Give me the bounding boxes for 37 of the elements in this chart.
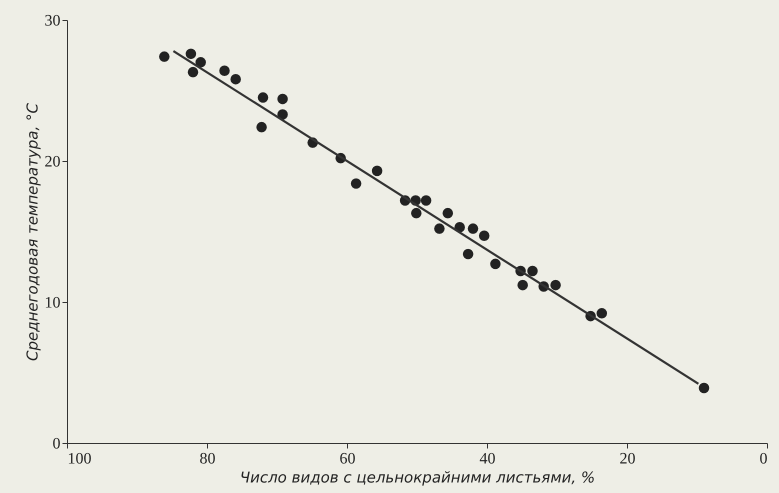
point	[442, 208, 454, 218]
point	[159, 51, 170, 62]
y-tick-label: 10	[44, 294, 60, 312]
y-tick-label: 0	[52, 436, 60, 452]
point	[372, 166, 382, 176]
x-tick-label: 80	[200, 450, 216, 468]
point	[277, 109, 288, 120]
point	[490, 258, 501, 270]
point	[698, 382, 710, 394]
point	[462, 248, 474, 260]
y-tick-label: 20	[44, 154, 60, 170]
x-tick-label: 20	[620, 450, 636, 468]
point	[188, 66, 198, 78]
x-tick-label: 40	[480, 450, 496, 468]
point	[550, 280, 561, 290]
point	[468, 223, 478, 234]
point	[411, 208, 422, 218]
x-tick-label: 0	[760, 450, 768, 468]
point	[420, 195, 432, 206]
point	[478, 230, 490, 241]
point	[527, 266, 538, 276]
point	[230, 74, 241, 84]
point	[277, 94, 288, 104]
point	[256, 122, 267, 132]
point	[219, 66, 230, 76]
y-axis-title: Среднегодовая температура, °C	[24, 102, 42, 361]
point	[434, 223, 445, 234]
x-tick-label: 100	[68, 450, 92, 468]
x-tick-label: 60	[340, 450, 356, 468]
point	[517, 280, 528, 290]
point	[186, 48, 196, 60]
point	[195, 57, 206, 68]
point	[258, 92, 268, 103]
point	[596, 308, 608, 319]
x-axis-title: Число видов с цельнокрайними листьями, %	[240, 468, 596, 486]
y-tick-label: 30	[44, 12, 60, 30]
point	[350, 178, 362, 189]
